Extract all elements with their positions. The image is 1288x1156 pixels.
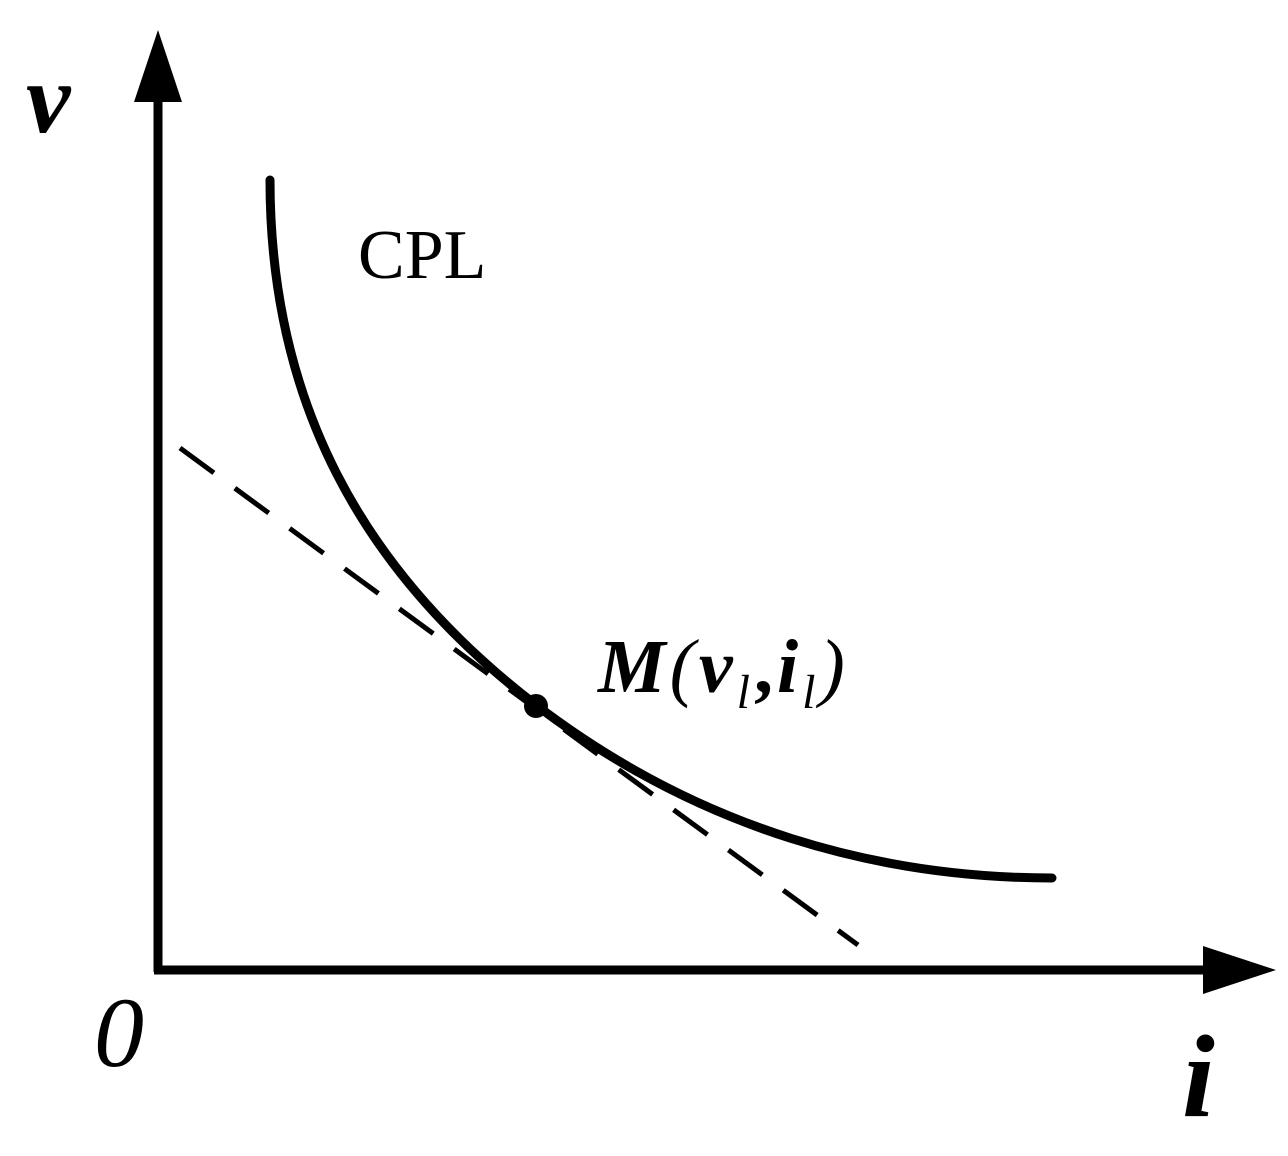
- x-axis-arrow: [1203, 946, 1276, 994]
- point-comma: ,: [754, 625, 773, 709]
- point-close-paren: ): [815, 625, 844, 709]
- point-v-symbol: v: [699, 625, 734, 709]
- x-axis-label: i: [1182, 1011, 1215, 1142]
- point-v-subscript: l: [737, 666, 750, 719]
- operating-point-m: [524, 694, 548, 718]
- curve-label-cpl: CPL: [358, 217, 486, 294]
- origin-label: 0: [94, 977, 144, 1088]
- point-open-paren: (: [670, 625, 700, 709]
- y-axis-arrow: [134, 30, 182, 102]
- point-label: M ( v l , i l ): [597, 625, 845, 719]
- point-i-subscript: l: [802, 666, 815, 719]
- point-letter: M: [597, 625, 668, 709]
- y-axis-label: v: [26, 43, 72, 154]
- point-i-symbol: i: [777, 625, 798, 709]
